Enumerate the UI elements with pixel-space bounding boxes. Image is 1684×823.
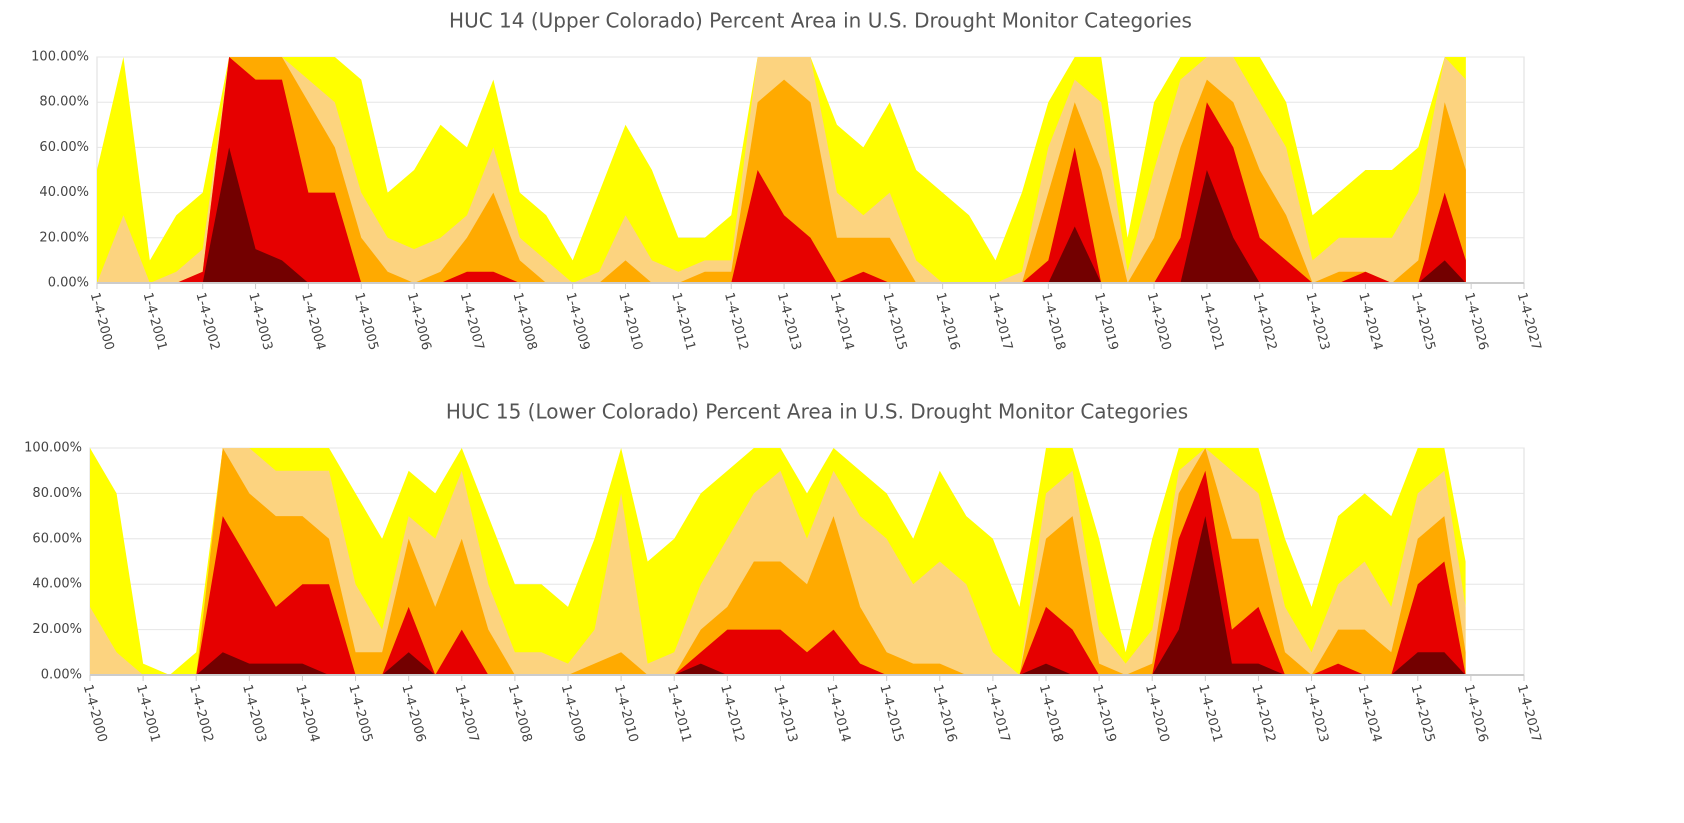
x-tick-label: 1-4-2017 (985, 291, 1015, 352)
x-tick-label: 1-4-2003 (239, 683, 269, 744)
x-tick-label: 1-4-2019 (1091, 291, 1121, 352)
x-tick-label: 1-4-2012 (721, 291, 751, 352)
y-tick-label: 40.00% (32, 577, 82, 592)
x-tick-label: 1-4-2014 (827, 291, 857, 352)
x-tick-label: 1-4-2016 (930, 683, 960, 744)
x-tick-label: 1-4-2000 (80, 683, 110, 744)
x-tick-label: 1-4-2015 (880, 291, 910, 352)
x-tick-label: 1-4-2011 (664, 683, 694, 744)
x-tick-label: 1-4-2025 (1408, 291, 1438, 352)
x-tick-label: 1-4-2022 (1249, 291, 1279, 352)
x-tick-label: 1-4-2004 (292, 683, 322, 744)
drought-area (97, 147, 1466, 283)
x-tick-label: 1-4-2027 (1514, 291, 1544, 352)
x-tick-label: 1-4-2004 (298, 291, 328, 352)
x-tick-label: 1-4-2020 (1142, 683, 1172, 744)
x-tick-label: 1-4-2020 (1144, 291, 1174, 352)
y-tick-label: 80.00% (32, 486, 82, 501)
x-tick-label: 1-4-2014 (823, 683, 853, 744)
x-tick-label: 1-4-2016 (932, 291, 962, 352)
x-tick-label: 1-4-2009 (562, 291, 592, 352)
x-tick-label: 1-4-2013 (774, 291, 804, 352)
x-tick-label: 1-4-2024 (1355, 291, 1385, 352)
y-tick-label: 40.00% (39, 185, 89, 200)
y-tick-label: 100.00% (31, 50, 89, 65)
y-tick-label: 0.00% (48, 276, 89, 291)
x-tick-label: 1-4-2026 (1461, 683, 1491, 744)
x-tick-label: 1-4-2021 (1197, 291, 1227, 352)
y-tick-label: 20.00% (32, 622, 82, 637)
x-tick-label: 1-4-2018 (1038, 291, 1068, 352)
y-tick-label: 100.00% (24, 441, 82, 456)
x-tick-label: 1-4-2001 (140, 291, 170, 352)
x-tick-label: 1-4-2005 (345, 683, 375, 744)
x-tick-label: 1-4-2015 (876, 683, 906, 744)
x-tick-label: 1-4-2026 (1461, 291, 1491, 352)
chart-title: HUC 14 (Upper Colorado) Percent Area in … (449, 9, 1192, 33)
x-tick-label: 1-4-2007 (457, 291, 487, 352)
x-tick-label: 1-4-2005 (351, 291, 381, 352)
x-tick-label: 1-4-2010 (611, 683, 641, 744)
x-tick-label: 1-4-2002 (192, 291, 222, 352)
x-tick-label: 1-4-2006 (404, 291, 434, 352)
x-tick-label: 1-4-2022 (1248, 683, 1278, 744)
drought-area (90, 516, 1466, 675)
y-tick-label: 80.00% (39, 95, 89, 110)
x-tick-label: 1-4-2006 (398, 683, 428, 744)
x-tick-label: 1-4-2007 (452, 683, 482, 744)
x-tick-label: 1-4-2011 (668, 291, 698, 352)
x-tick-label: 1-4-2010 (615, 291, 645, 352)
x-tick-label: 1-4-2002 (186, 683, 216, 744)
y-tick-label: 60.00% (32, 531, 82, 546)
x-tick-label: 1-4-2019 (1089, 683, 1119, 744)
x-tick-label: 1-4-2024 (1354, 683, 1384, 744)
x-tick-label: 1-4-2027 (1514, 683, 1544, 744)
x-tick-label: 1-4-2003 (245, 291, 275, 352)
x-tick-label: 1-4-2008 (510, 291, 540, 352)
x-tick-label: 1-4-2000 (87, 291, 117, 352)
chart-title: HUC 15 (Lower Colorado) Percent Area in … (446, 400, 1188, 424)
x-tick-label: 1-4-2018 (1036, 683, 1066, 744)
x-tick-label: 1-4-2008 (505, 683, 535, 744)
x-tick-label: 1-4-2001 (133, 683, 163, 744)
x-tick-label: 1-4-2013 (770, 683, 800, 744)
chart-panel: HUC 14 (Upper Colorado) Percent Area in … (31, 9, 1543, 352)
x-tick-label: 1-4-2017 (983, 683, 1013, 744)
y-tick-label: 0.00% (41, 668, 82, 683)
y-tick-label: 20.00% (39, 230, 89, 245)
x-tick-label: 1-4-2021 (1195, 683, 1225, 744)
x-tick-label: 1-4-2009 (558, 683, 588, 744)
x-tick-label: 1-4-2012 (717, 683, 747, 744)
x-tick-label: 1-4-2025 (1408, 683, 1438, 744)
chart-panel: HUC 15 (Lower Colorado) Percent Area in … (24, 400, 1543, 744)
y-tick-label: 60.00% (39, 140, 89, 155)
x-tick-label: 1-4-2023 (1302, 291, 1332, 352)
drought-area (90, 448, 1466, 675)
x-tick-label: 1-4-2023 (1301, 683, 1331, 744)
drought-area (97, 57, 1466, 283)
